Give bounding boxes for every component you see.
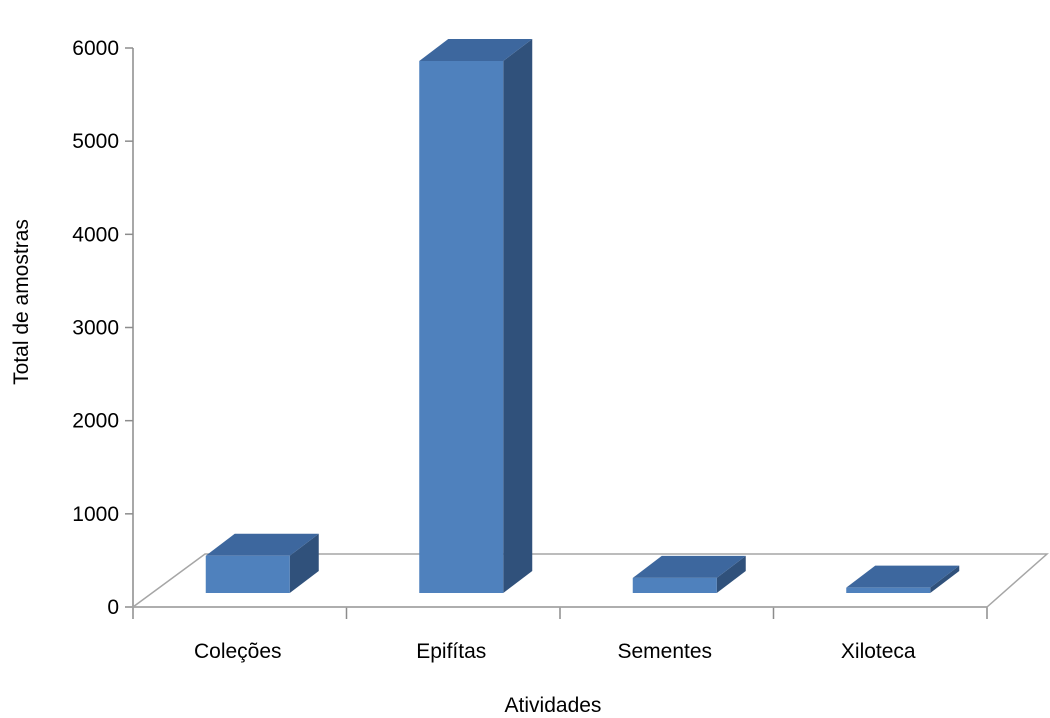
y-tick-label: 1000 (72, 503, 119, 526)
y-tick-label: 6000 (72, 37, 119, 60)
x-category-label: Xiloteca (841, 640, 916, 663)
chart-floor-outline (130, 553, 1049, 608)
bar-side-face (289, 533, 319, 593)
bar (632, 555, 746, 593)
x-category-label: Epifítas (416, 640, 486, 663)
y-axis-title: Total de amostras (10, 219, 33, 385)
bars-layer (205, 39, 960, 593)
bar-front-face (205, 555, 290, 593)
bar-top-face (419, 39, 533, 61)
axis-layer (125, 47, 988, 619)
bar-front-face (632, 577, 717, 593)
y-tick-label: 3000 (72, 317, 119, 340)
y-tick-label: 2000 (72, 410, 119, 433)
bar-front-face (419, 61, 504, 593)
x-axis-title: Atividades (505, 694, 602, 717)
x-category-label: Sementes (617, 640, 712, 663)
bar-front-face (846, 587, 931, 593)
y-tick-label: 4000 (72, 223, 119, 246)
y-tick-label: 5000 (72, 130, 119, 153)
x-category-label: Coleções (194, 640, 282, 663)
bar (205, 533, 319, 593)
bar-top-face (632, 555, 746, 578)
bar (419, 39, 533, 593)
labels-layer: 0 1000 2000 3000 4000 5000 6000 Coleções Epifíta… (72, 37, 916, 663)
bar-top-face (846, 565, 960, 588)
y-tick-label: 0 (107, 596, 119, 619)
chart-floor (130, 553, 1049, 608)
bar-top-face (205, 533, 319, 556)
bar-side-face (930, 565, 960, 593)
bar (846, 565, 960, 593)
bar-side-face (503, 39, 533, 593)
bar-side-face (716, 555, 746, 593)
